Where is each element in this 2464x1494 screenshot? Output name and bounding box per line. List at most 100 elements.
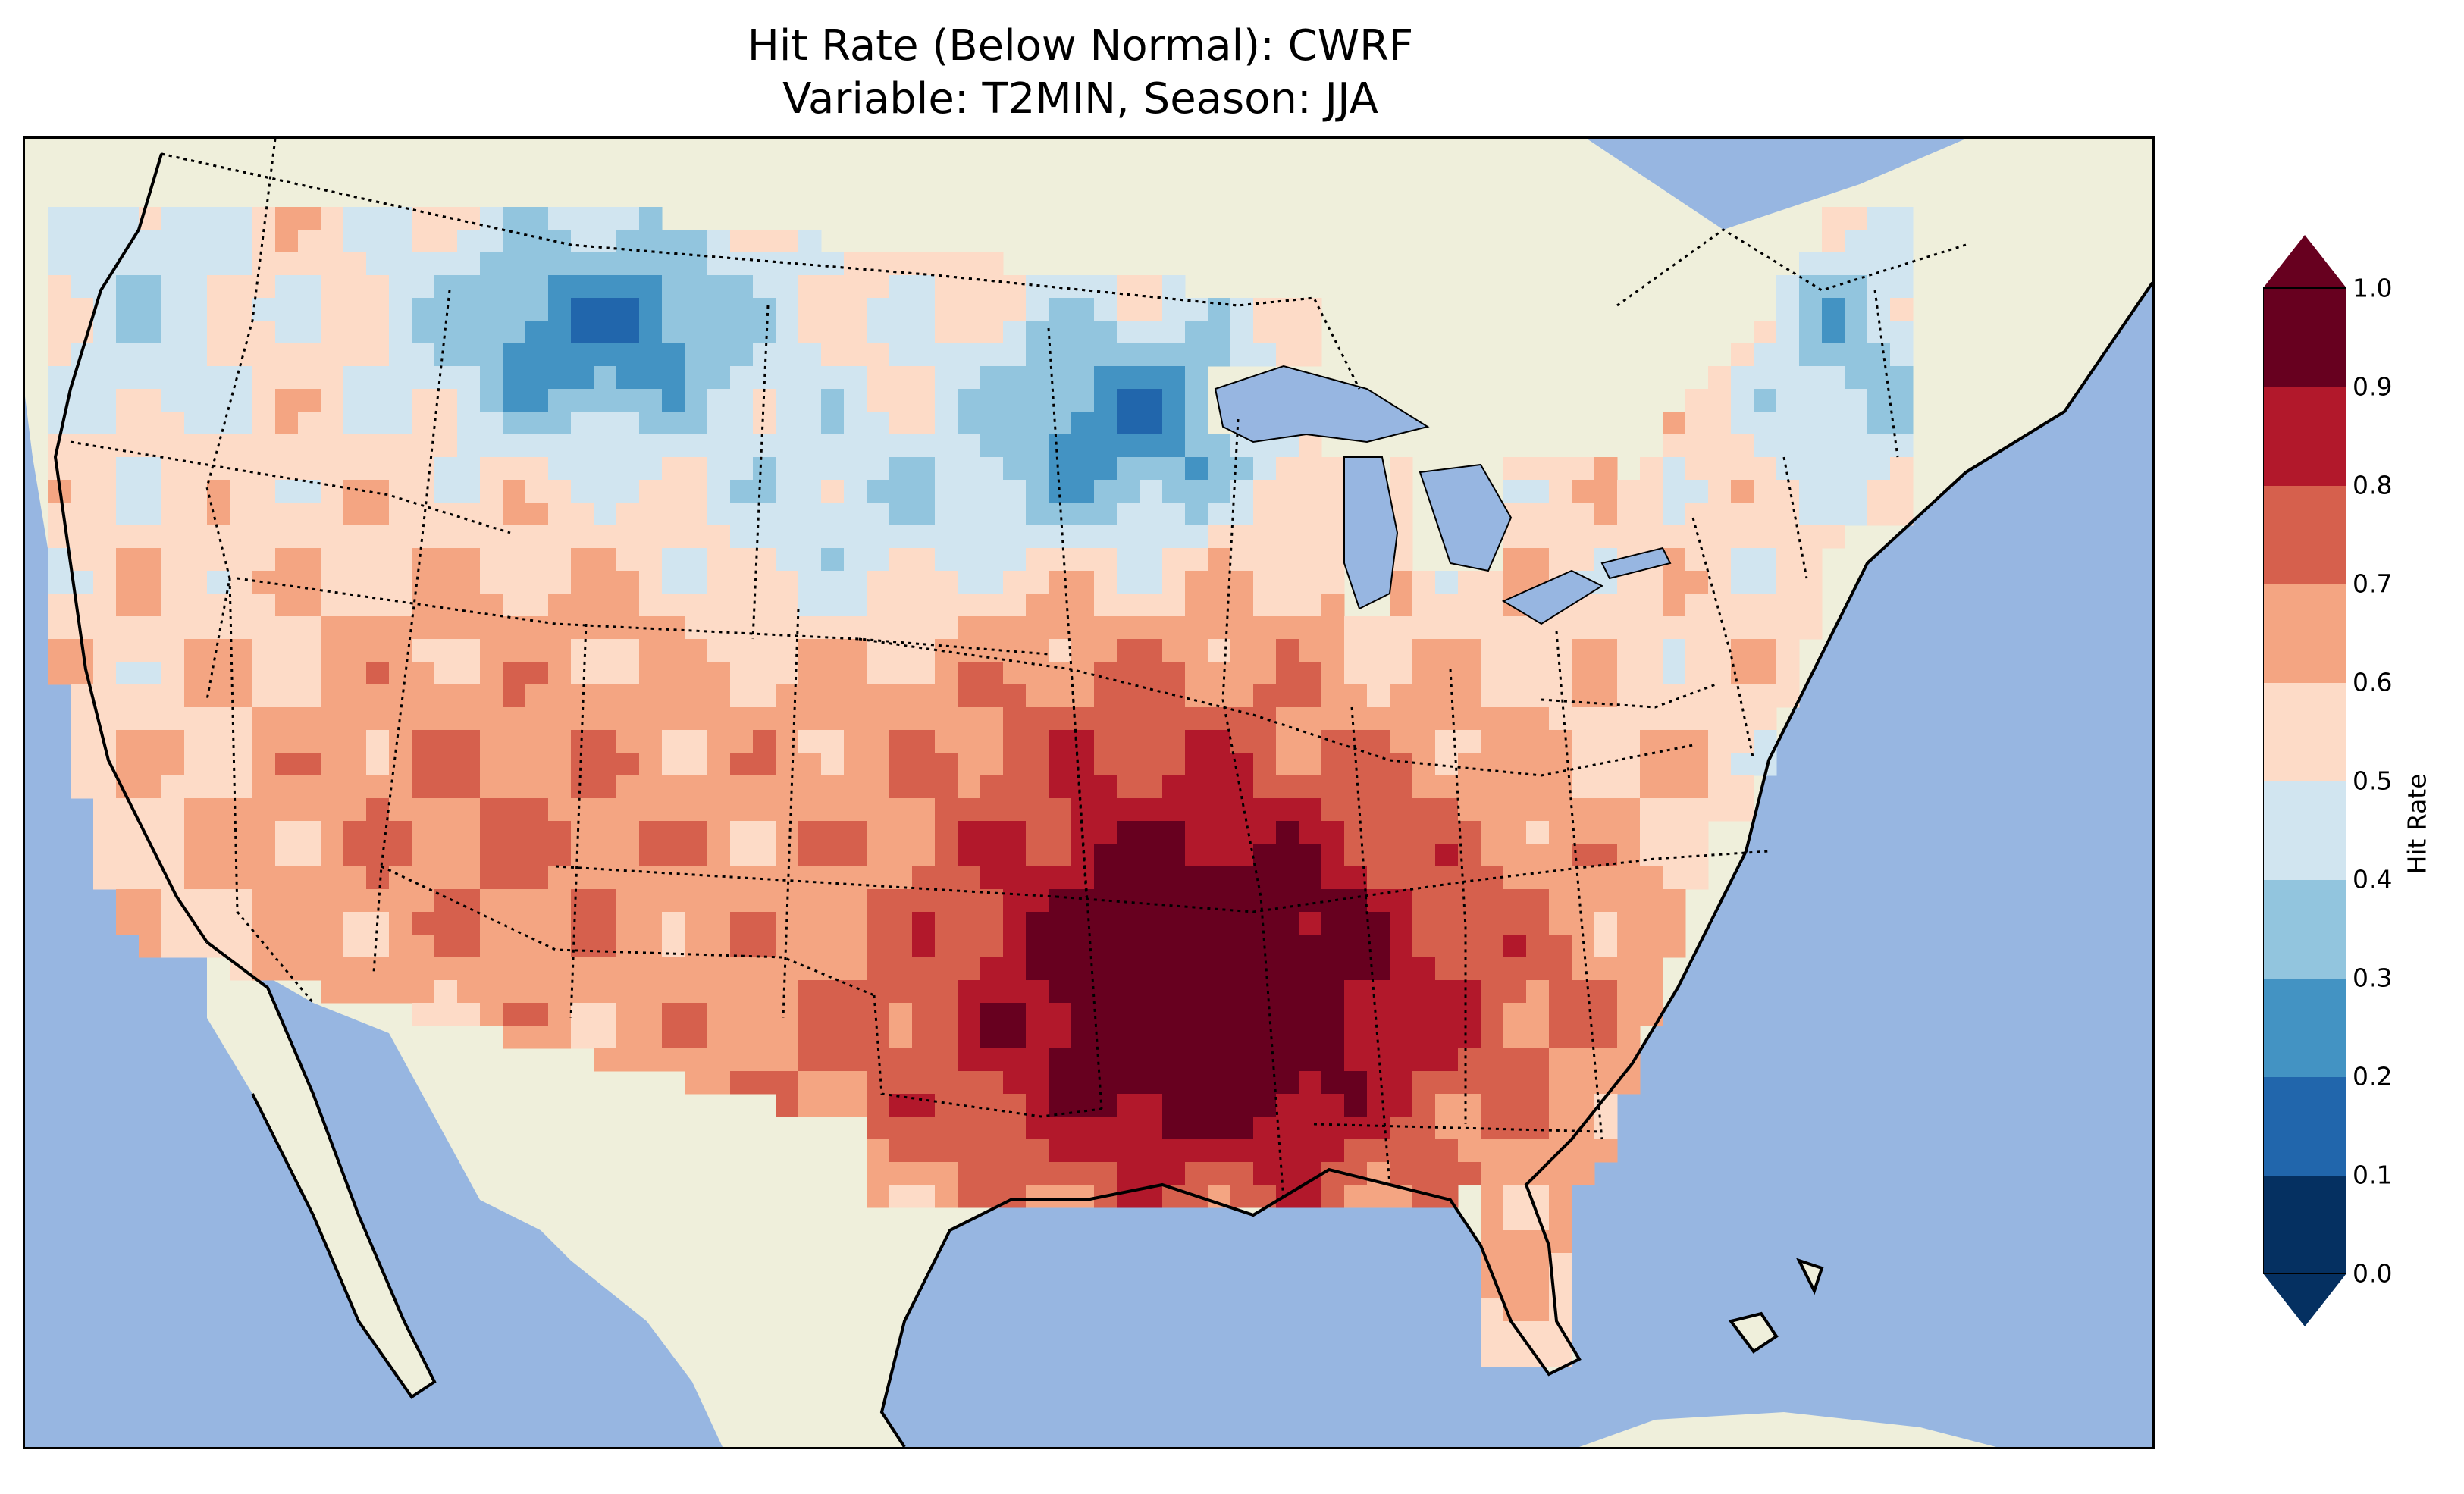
heatmap-cell (1572, 684, 1595, 708)
heatmap-cell (1071, 662, 1095, 685)
heatmap-cell (366, 957, 390, 981)
heatmap-cell (980, 1094, 1004, 1117)
heatmap-cell (93, 866, 117, 890)
heatmap-cell (1185, 321, 1208, 344)
colorbar-tick-label: 0.0 (2353, 1258, 2393, 1289)
heatmap-cell (548, 275, 572, 299)
heatmap-cell (616, 594, 640, 617)
heatmap-cell (480, 503, 503, 526)
heatmap-cell (958, 821, 981, 844)
heatmap-cell (1344, 866, 1368, 890)
heatmap-cell (662, 230, 685, 253)
heatmap-cell (321, 639, 344, 662)
heatmap-cell (1344, 957, 1368, 981)
heatmap-cell (662, 707, 685, 731)
heatmap-cell (1253, 889, 1277, 913)
heatmap-cell (1117, 844, 1140, 867)
heatmap-cell (457, 616, 481, 640)
heatmap-cell (1321, 480, 1345, 503)
heatmap-cell (821, 775, 845, 799)
heatmap-cell (1503, 616, 1527, 640)
heatmap-cell (889, 1094, 913, 1117)
heatmap-cell (639, 457, 663, 481)
heatmap-cell (821, 321, 845, 344)
map[interactable] (25, 139, 2152, 1447)
hit-rate-heatmap[interactable] (48, 207, 1914, 1367)
heatmap-cell (1185, 389, 1208, 412)
heatmap-cell (1685, 730, 1709, 753)
heatmap-cell (616, 1003, 640, 1026)
heatmap-cell (594, 480, 617, 503)
heatmap-cell (1481, 798, 1504, 822)
heatmap-cell (1003, 730, 1027, 753)
heatmap-cell (1049, 1003, 1072, 1026)
heatmap-cell (639, 821, 663, 844)
heatmap-cell (1731, 548, 1754, 572)
heatmap-cell (548, 798, 572, 822)
heatmap-cell (798, 753, 822, 776)
heatmap-cell (116, 889, 140, 913)
heatmap-cell (1162, 321, 1186, 344)
heatmap-cell (1003, 1003, 1027, 1026)
heatmap-cell (1117, 1094, 1140, 1117)
heatmap-cell (434, 707, 458, 731)
heatmap-cell (1094, 275, 1118, 299)
heatmap-cell (1140, 1071, 1163, 1095)
heatmap-cell (525, 821, 549, 844)
heatmap-cell (571, 412, 594, 435)
heatmap-cell (867, 821, 890, 844)
heatmap-cell (1094, 1003, 1118, 1026)
heatmap-cell (1572, 775, 1595, 799)
heatmap-cell (616, 230, 640, 253)
heatmap-cell (685, 321, 708, 344)
heatmap-cell (958, 548, 981, 572)
heatmap-cell (503, 707, 526, 731)
map-panel[interactable] (23, 136, 2155, 1449)
heatmap-cell (1162, 775, 1186, 799)
heatmap-cell (525, 730, 549, 753)
heatmap-cell (1299, 571, 1322, 594)
heatmap-cell (1344, 616, 1368, 640)
heatmap-cell (1253, 321, 1277, 344)
heatmap-cell (571, 321, 594, 344)
heatmap-cell (730, 412, 754, 435)
heatmap-cell (252, 594, 276, 617)
heatmap-cell (662, 480, 685, 503)
heatmap-cell (867, 1117, 890, 1140)
heatmap-cell (1845, 457, 1868, 481)
heatmap-cell (1140, 980, 1163, 1004)
heatmap-cell (321, 957, 344, 981)
heatmap-cell (821, 1026, 845, 1049)
heatmap-cell (184, 821, 208, 844)
heatmap-cell (980, 252, 1004, 276)
heatmap-cell (1140, 889, 1163, 913)
heatmap-cell (139, 571, 162, 594)
heatmap-cell (571, 571, 594, 594)
heatmap-cell (662, 275, 685, 299)
heatmap-cell (571, 980, 594, 1004)
heatmap-cell (1026, 616, 1049, 640)
heatmap-cell (1367, 707, 1390, 731)
heatmap-cell (844, 594, 867, 617)
heatmap-cell (821, 480, 845, 503)
heatmap-cell (1685, 412, 1709, 435)
colorbar-tick-label: 0.8 (2353, 470, 2393, 500)
heatmap-cell (1094, 1048, 1118, 1072)
heatmap-cell (1049, 457, 1072, 481)
heatmap-cell (639, 548, 663, 572)
heatmap-cell (1640, 935, 1663, 958)
heatmap-cell (525, 366, 549, 390)
heatmap-cell (343, 548, 367, 572)
heatmap-cell (616, 639, 640, 662)
heatmap-cell (753, 1003, 776, 1026)
heatmap-cell (707, 1071, 731, 1095)
heatmap-cell (1594, 525, 1618, 549)
heatmap-cell (1299, 298, 1322, 321)
heatmap-cell (1253, 457, 1277, 481)
heatmap-cell (1003, 1026, 1027, 1049)
heatmap-cell (1185, 730, 1208, 753)
heatmap-cell (958, 866, 981, 890)
heatmap-cell (1276, 321, 1299, 344)
heatmap-cell (1140, 821, 1163, 844)
colorbar[interactable] (2263, 235, 2346, 1326)
